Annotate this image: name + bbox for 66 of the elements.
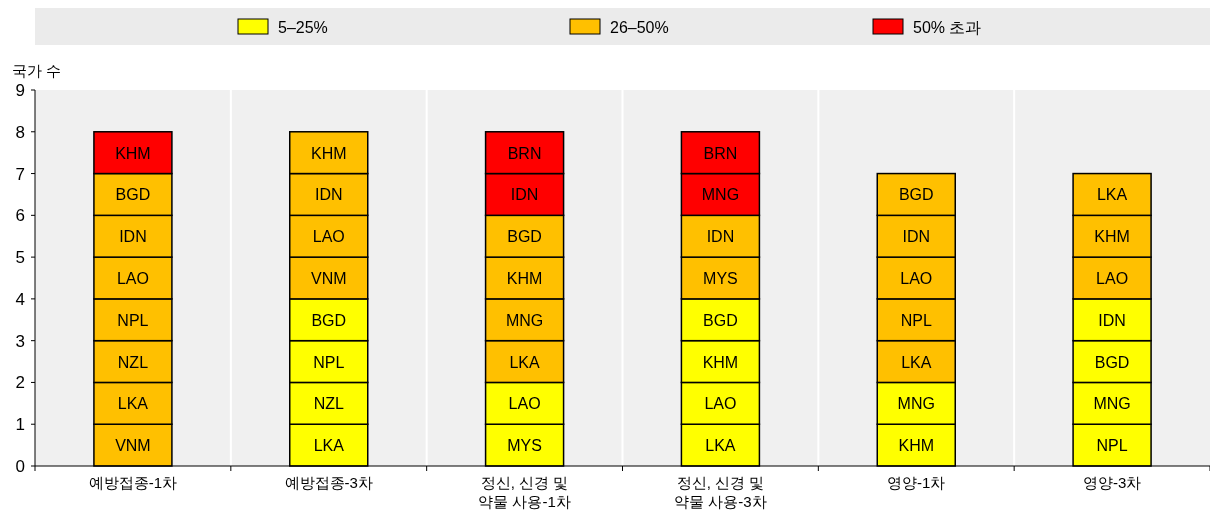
legend-label: 26–50% [610,19,669,36]
data-label: BGD [507,228,542,246]
data-label: KHM [115,144,151,162]
data-label: LKA [901,353,932,371]
data-label: BGD [898,186,934,204]
data-label: LKA [313,437,345,455]
data-label: KHM [898,437,935,455]
y-tick-label: 1 [15,415,25,435]
data-label: MNG [897,395,935,413]
x-tick-label: 영양-3차 [1082,474,1142,491]
data-label: VNM [310,270,347,287]
data-label: KHM [1094,228,1130,246]
x-tick-label: 정신, 신경 및 약물 사용-1차 [478,474,571,510]
data-label: IDN [119,228,147,246]
data-label: KHM [702,353,739,371]
data-label: BRN [507,144,542,162]
data-label: LKA [705,437,736,455]
y-tick-label: 9 [15,81,25,100]
data-label: MNG [701,186,740,204]
data-label: BGD [703,311,738,329]
data-label: LAO [116,270,149,287]
data-label: NPL [117,311,149,329]
data-label: LAO [1096,270,1129,287]
x-tick-label: 예방접종-1차 [88,474,178,491]
y-tick-label: 5 [15,248,25,268]
data-label: BGD [311,311,347,329]
data-label: IDN [1098,311,1126,329]
data-label: NZL [313,395,344,413]
data-label: LKA [509,353,541,371]
data-label: IDN [314,186,343,204]
x-tick-label: 예방접종-3차 [284,474,373,491]
data-label: LKA [1096,186,1128,204]
y-tick-label: 3 [15,331,25,351]
data-label: KHM [310,144,347,162]
y-tick-label: 7 [15,164,25,184]
y-tick-label: 2 [15,373,25,393]
data-label: KHM [506,270,543,287]
data-label: NPL [313,353,345,371]
data-label: LKA [117,395,149,413]
data-label: LAO [704,395,737,413]
x-tick-label: 정신, 신경 및 약물 사용-3차 [674,474,767,510]
y-tick-label: 4 [15,289,25,309]
data-label: IDN [902,228,931,246]
data-label: BGD [1094,353,1130,371]
y-tick-label: 0 [15,457,25,476]
data-label: LAO [508,395,541,413]
data-label: NPL [1096,437,1128,455]
y-tick-label: 6 [15,206,25,226]
data-label: NZL [117,353,149,371]
legend-label: 50% 초과 [913,19,982,36]
y-axis-title: 국가 수 [12,62,62,79]
data-label: LAO [312,228,345,246]
data-label: MYS [507,437,542,455]
data-label: MNG [505,311,544,329]
data-label: LAO [900,270,933,287]
data-label: MYS [703,270,738,287]
data-label: MNG [1093,395,1131,413]
data-label: NPL [900,311,932,329]
data-label: IDN [706,228,735,246]
x-tick-label: 영양-1차 [887,474,946,491]
legend-label: 5–25% [278,19,328,36]
data-label: BGD [115,186,151,204]
data-label: VNM [115,437,151,455]
y-tick-label: 8 [15,122,25,142]
data-label: BRN [703,144,738,162]
data-label: IDN [510,186,539,204]
